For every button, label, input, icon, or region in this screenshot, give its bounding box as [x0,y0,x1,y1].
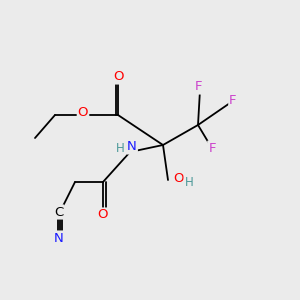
Text: F: F [194,80,202,94]
Text: O: O [173,172,183,184]
Text: C: C [54,206,64,218]
Text: O: O [78,106,88,118]
Text: H: H [116,142,124,155]
Text: O: O [98,208,108,221]
Text: N: N [127,140,137,154]
Text: H: H [184,176,194,188]
Text: F: F [229,94,237,106]
Text: F: F [208,142,216,154]
Text: N: N [54,232,64,244]
Text: O: O [113,70,123,83]
